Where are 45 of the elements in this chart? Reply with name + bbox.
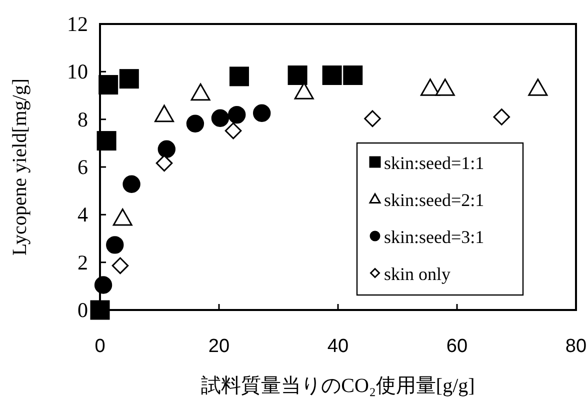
point (252, 104, 271, 122)
y-tick-label: 4 (78, 202, 88, 227)
point (322, 65, 342, 85)
point (211, 109, 230, 127)
legend-label: skin only (384, 264, 451, 284)
point (112, 208, 132, 226)
x-tick-label: 20 (208, 336, 230, 357)
point (288, 65, 308, 85)
point (156, 154, 173, 172)
point (528, 78, 548, 96)
point (94, 276, 112, 294)
x-tick-label: 40 (327, 336, 349, 357)
y-tick-label: 10 (67, 60, 88, 84)
point (493, 108, 510, 126)
point (154, 104, 174, 122)
legend-label: skin:seed=2:1 (384, 190, 484, 210)
point (96, 131, 116, 151)
point (106, 236, 124, 254)
point (343, 65, 363, 85)
point (158, 140, 176, 158)
y-tick-label: 6 (78, 155, 88, 179)
point (228, 106, 246, 124)
point (229, 66, 249, 86)
point (122, 175, 140, 194)
point (224, 122, 242, 140)
point (420, 78, 440, 96)
y-tick-label: 0 (78, 298, 88, 322)
point (435, 78, 455, 96)
point (112, 257, 129, 274)
point (186, 114, 204, 132)
x-tick-label: 80 (565, 336, 587, 357)
point (98, 75, 118, 95)
point (119, 69, 139, 89)
x-axis-title: 試料質量当りのCO₂使用量[g/g] (201, 375, 475, 397)
point (190, 83, 210, 101)
y-tick-label: 8 (78, 107, 88, 132)
x-tick-label: 0 (94, 336, 106, 357)
point (90, 300, 110, 320)
legend-label: skin:seed=3:1 (384, 227, 484, 247)
y-tick-label: 2 (78, 250, 88, 274)
y-tick-label: 12 (67, 12, 88, 36)
x-tick-label: 60 (446, 336, 468, 357)
point (364, 110, 381, 128)
legend-label: skin:seed=1:1 (384, 153, 484, 173)
y-axis-title: Lycopene yield[mg/g] (9, 78, 31, 256)
